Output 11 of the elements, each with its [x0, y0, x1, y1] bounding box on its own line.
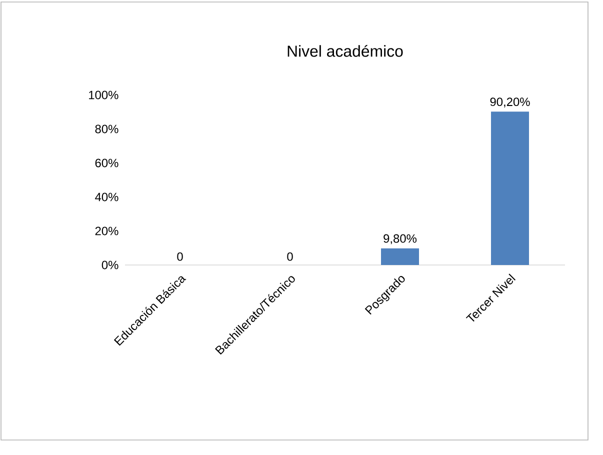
y-tick-label: 40% — [95, 192, 118, 202]
data-label: 0 — [287, 252, 293, 261]
chart-title: Nivel académico — [288, 44, 403, 57]
y-tick-label: 20% — [95, 226, 118, 236]
y-tick-label: 100% — [89, 90, 118, 100]
data-label: 90,20% — [490, 98, 530, 108]
data-label: 9,80% — [384, 234, 417, 244]
y-tick-label: 0% — [102, 260, 118, 270]
data-label: 0 — [177, 252, 183, 261]
y-tick-label: 60% — [95, 158, 118, 168]
y-tick-label: 80% — [95, 124, 118, 134]
